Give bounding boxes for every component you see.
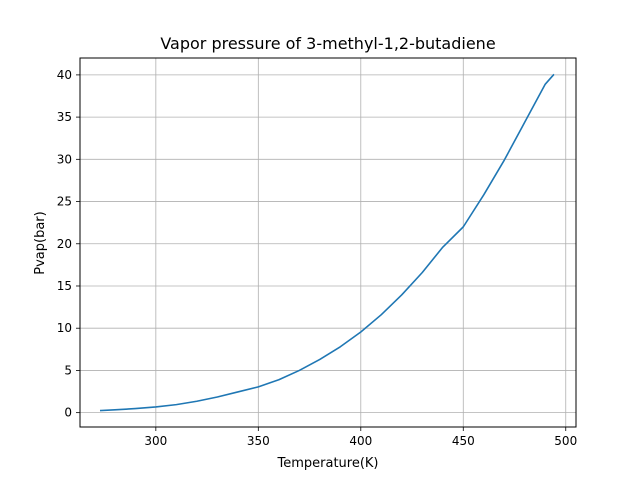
y-tick-label: 5 <box>64 363 72 377</box>
y-tick-label: 0 <box>64 406 72 420</box>
axis-ticks: 300 350 400 450 500 0 5 10 15 20 25 30 35 40 <box>57 68 577 448</box>
x-tick-label: 300 <box>144 434 167 448</box>
grid-lines <box>80 58 576 427</box>
y-tick-label: 15 <box>57 279 72 293</box>
x-tick-label: 450 <box>452 434 475 448</box>
y-tick-label: 30 <box>57 152 72 166</box>
y-tick-label: 35 <box>57 110 72 124</box>
y-tick-label: 25 <box>57 195 72 209</box>
series-line <box>99 73 555 412</box>
y-tick-label: 20 <box>57 237 72 251</box>
series-layer <box>99 73 555 412</box>
x-tick-label: 400 <box>349 434 372 448</box>
y-axis-label: Pvap(bar) <box>33 211 48 274</box>
plot-area-frame <box>79 57 577 428</box>
chart-title: Vapor pressure of 3-methyl-1,2-butadiene <box>160 34 495 53</box>
x-axis-label: Temperature(K) <box>276 456 378 471</box>
x-tick-label: 350 <box>247 434 270 448</box>
x-tick-label: 500 <box>554 434 577 448</box>
y-tick-label: 40 <box>57 68 72 82</box>
y-tick-label: 10 <box>57 321 72 335</box>
